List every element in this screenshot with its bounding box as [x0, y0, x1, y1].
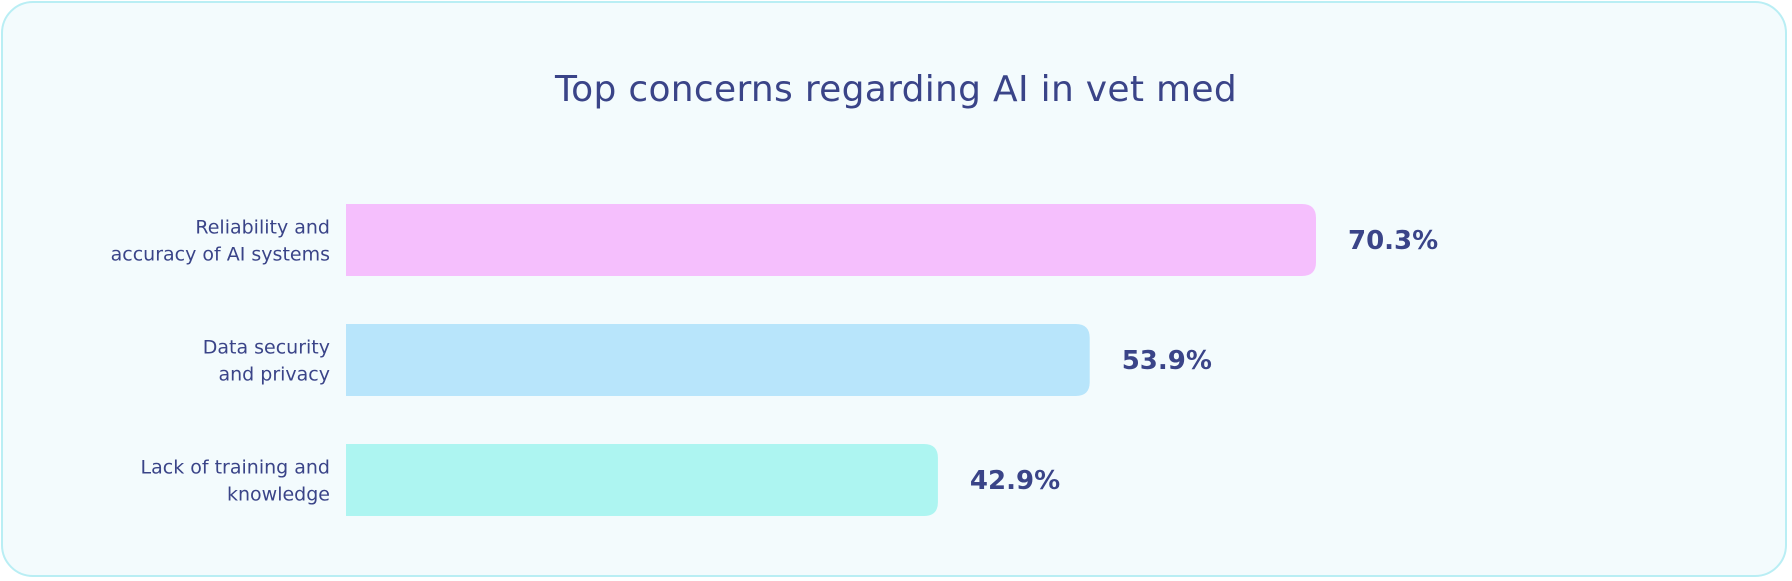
value-label-1: 70.3%	[1348, 226, 1438, 256]
category-label-3: Lack of training and knowledge	[141, 457, 330, 506]
value-label-3: 42.9%	[970, 466, 1060, 496]
category-label-2: Data security and privacy	[203, 337, 330, 386]
bar-2	[346, 324, 1090, 396]
bar-1	[346, 204, 1316, 276]
chart-title: Top concerns regarding AI in vet med	[555, 69, 1237, 110]
category-label-1: Reliability and accuracy of AI systems	[111, 217, 330, 266]
bar-3	[346, 444, 938, 516]
value-label-2: 53.9%	[1122, 346, 1212, 376]
